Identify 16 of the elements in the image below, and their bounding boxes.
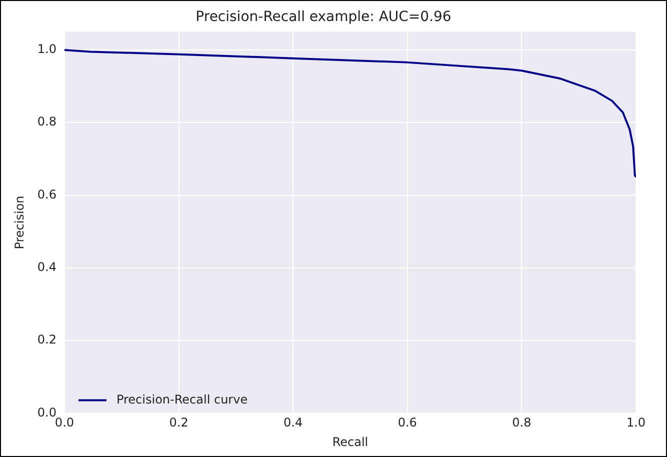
y-tick-label: 0.6	[37, 187, 56, 202]
x-axis-title: Recall	[332, 434, 368, 449]
y-tick-label: 0.0	[37, 405, 56, 420]
y-tick-label: 0.2	[37, 332, 56, 347]
y-tick-label: 0.8	[37, 114, 56, 129]
y-tick-label: 1.0	[37, 42, 56, 56]
x-tick-label: 0.4	[284, 416, 303, 430]
y-axis-title: Precision	[12, 196, 26, 250]
chart-title: Precision-Recall example: AUC=0.96	[196, 9, 452, 26]
x-tick-label: 1.0	[626, 416, 646, 430]
x-tick-label: 0.0	[54, 416, 74, 430]
x-tick-label: 0.6	[398, 416, 417, 430]
legend-label: Precision-Recall curve	[116, 392, 248, 406]
x-tick-label: 0.2	[169, 416, 188, 430]
y-tick-label: 0.4	[37, 260, 56, 274]
x-tick-label: 0.8	[512, 416, 532, 430]
